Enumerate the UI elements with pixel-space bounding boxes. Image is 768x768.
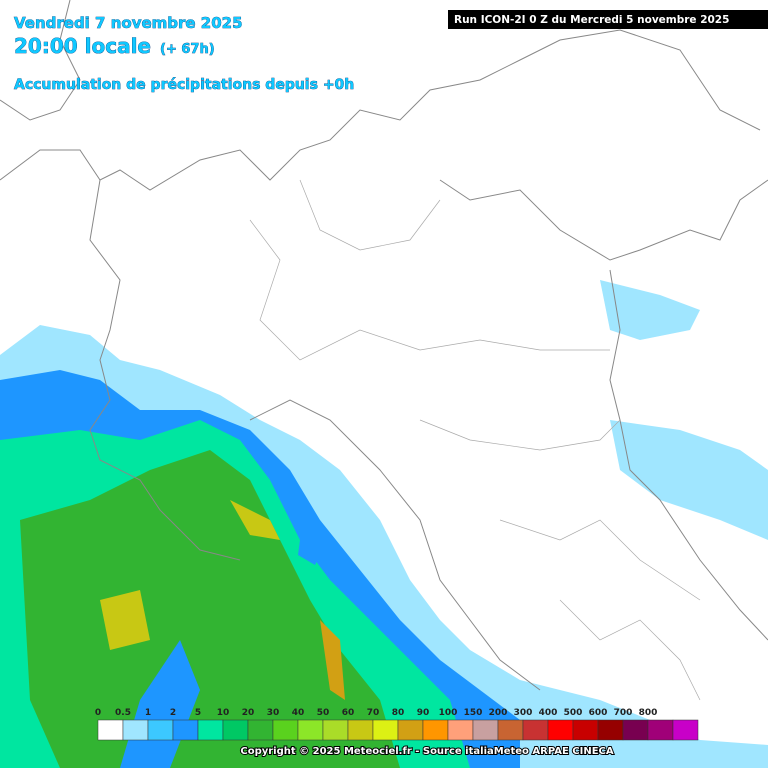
run-banner	[448, 10, 768, 29]
legend-swatch	[372, 719, 399, 741]
legend-label: 90	[417, 708, 430, 718]
legend-swatch	[522, 719, 549, 741]
legend-label: 800	[639, 708, 658, 718]
legend-swatch	[222, 719, 249, 741]
legend-label: 600	[589, 708, 608, 718]
legend-label: 300	[514, 708, 533, 718]
legend-swatch	[597, 719, 624, 741]
legend-swatch	[547, 719, 574, 741]
legend-label: 700	[614, 708, 633, 718]
product: Accumulation de précipitations depuis +0…	[14, 77, 354, 93]
legend-label: 2	[170, 708, 176, 718]
legend-swatch	[622, 719, 649, 741]
legend-swatch	[472, 719, 499, 741]
legend-swatch	[247, 719, 274, 741]
legend-label: 1	[145, 708, 151, 718]
legend-label: 10	[217, 708, 230, 718]
legend-label: 0.5	[115, 708, 131, 718]
legend-swatch	[672, 719, 699, 741]
legend-label: 30	[267, 708, 280, 718]
legend-label: 40	[292, 708, 305, 718]
legend-label: 80	[392, 708, 405, 718]
legend-label: 50	[317, 708, 330, 718]
legend-label: 5	[195, 708, 201, 718]
time: 20:00 locale	[14, 34, 151, 58]
legend-label: 200	[489, 708, 508, 718]
legend-swatch	[447, 719, 474, 741]
legend-swatch	[647, 719, 674, 741]
legend-swatch	[97, 719, 124, 741]
legend-label: 20	[242, 708, 255, 718]
legend-swatch	[572, 719, 599, 741]
legend-label: 0	[95, 708, 101, 718]
legend-label: 500	[564, 708, 583, 718]
legend-label: 100	[439, 708, 458, 718]
legend-swatch	[322, 719, 349, 741]
legend-swatch	[347, 719, 374, 741]
legend-swatch	[497, 719, 524, 741]
legend: 0 0.5 1 2 5 10 20 30 40 50 60 70 80 90 100 150 200 300 400…	[95, 708, 699, 741]
legend-swatch	[172, 719, 199, 741]
legend-swatch	[397, 719, 424, 741]
legend-swatch	[197, 719, 224, 741]
legend-label: 400	[539, 708, 558, 718]
run-info: Run ICON-2I 0 Z du Mercredi 5 novembre 2…	[454, 14, 729, 26]
legend-swatch	[147, 719, 174, 741]
precipitation	[0, 280, 768, 768]
copyright: Copyright © 2025 Meteociel.fr - Source i…	[240, 746, 614, 757]
legend-label: 150	[464, 708, 483, 718]
legend-swatch	[422, 719, 449, 741]
borders	[0, 0, 768, 701]
legend-swatch	[122, 719, 149, 741]
legend-label: 70	[367, 708, 380, 718]
lead-time: (+ 67h)	[160, 42, 215, 57]
date: Vendredi 7 novembre 2025	[14, 14, 243, 32]
legend-swatch	[272, 719, 299, 741]
legend-swatch	[297, 719, 324, 741]
legend-label: 60	[342, 708, 355, 718]
